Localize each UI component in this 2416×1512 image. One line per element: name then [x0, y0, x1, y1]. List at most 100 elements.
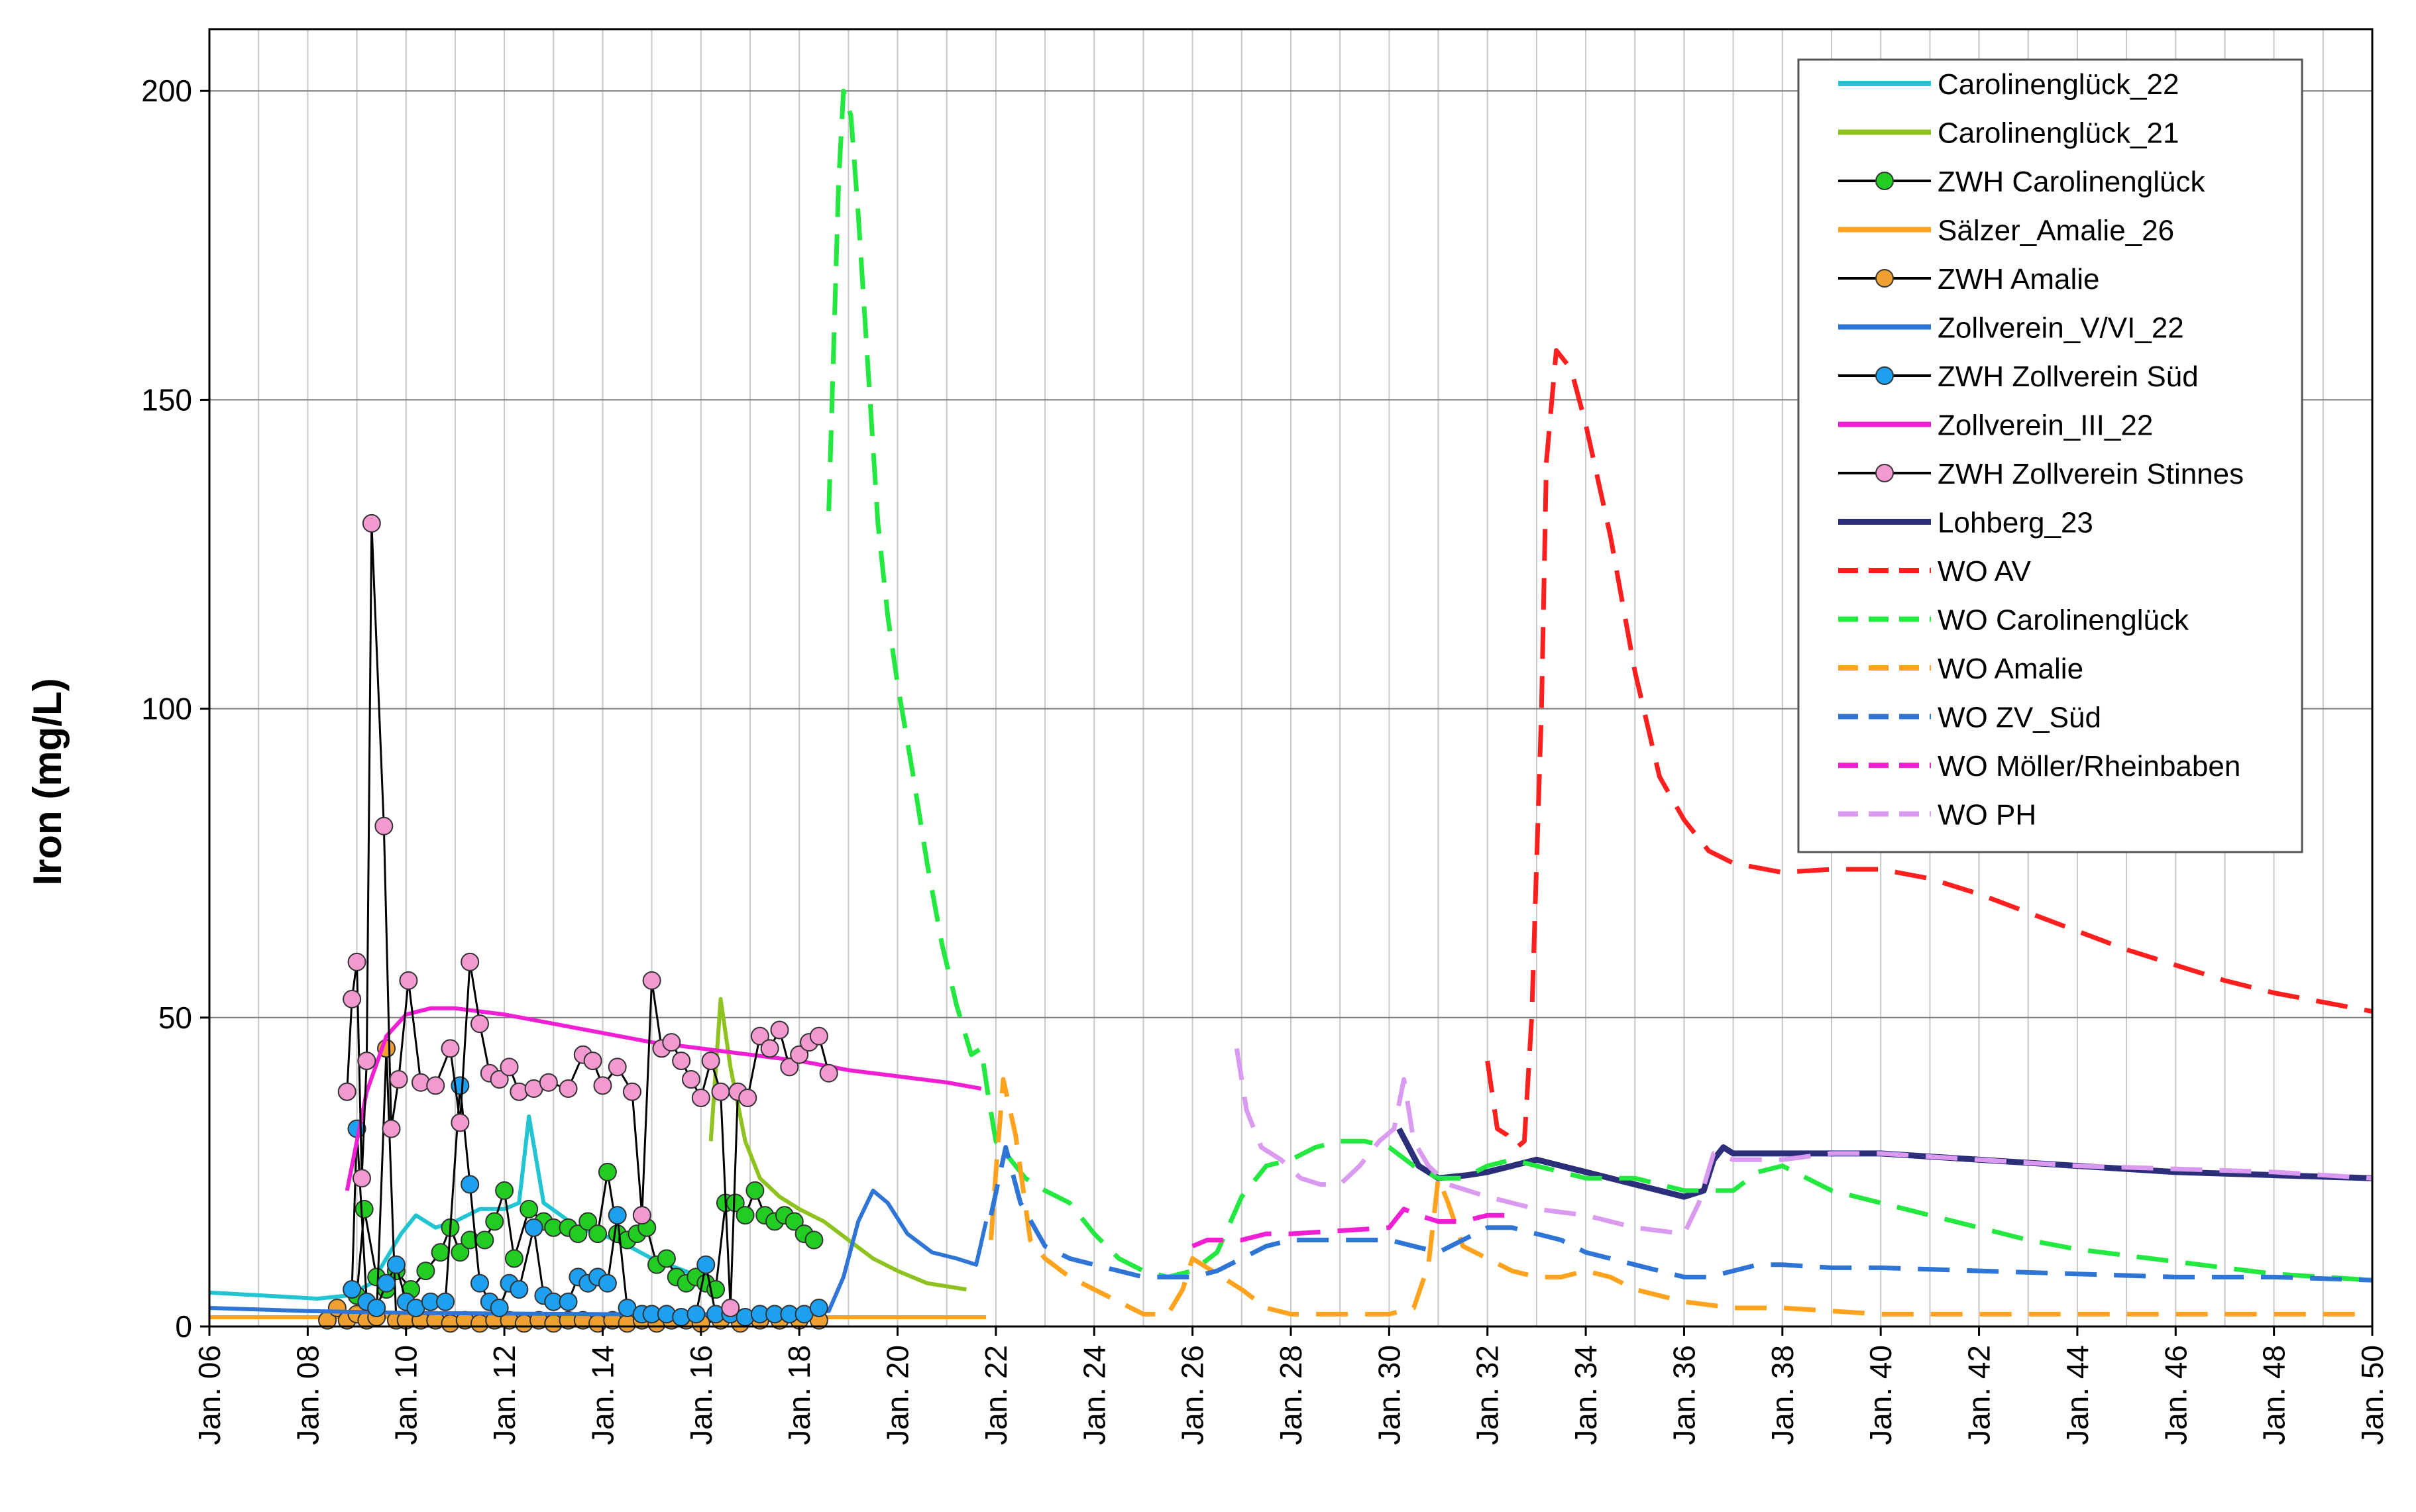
data-point-marker [431, 1243, 450, 1262]
data-point-marker [399, 971, 418, 990]
legend-label: Carolinenglück_21 [1938, 117, 2179, 150]
x-tick-label: Jan. 44 [2060, 1345, 2095, 1445]
x-tick-label: Jan. 38 [1765, 1345, 1800, 1445]
legend-label: ZWH Amalie [1938, 263, 2099, 296]
series-line [1234, 1048, 2373, 1236]
x-tick-label: Jan. 08 [290, 1345, 325, 1445]
series-line [1191, 1207, 1508, 1249]
y-tick-label: 150 [141, 382, 192, 417]
data-point-marker [569, 1224, 588, 1244]
x-tick-label: Jan. 26 [1176, 1345, 1210, 1445]
data-point-marker [583, 1052, 602, 1071]
data-point-marker [343, 1280, 362, 1299]
x-tick-label: Jan. 34 [1568, 1345, 1603, 1445]
data-point-marker [736, 1206, 755, 1225]
data-point-marker [578, 1212, 598, 1231]
data-point-marker [347, 952, 366, 971]
data-point-marker [588, 1224, 608, 1244]
x-tick-label: Jan. 14 [585, 1345, 620, 1445]
legend-marker [1875, 269, 1894, 288]
data-point-marker [726, 1193, 745, 1213]
data-point-marker [416, 1262, 435, 1281]
x-tick-label: Jan. 36 [1667, 1345, 1701, 1445]
legend-label: Carolinenglück_22 [1938, 68, 2179, 101]
data-point-marker [470, 1273, 489, 1293]
legend-label: Zollverein_V/VI_22 [1938, 312, 2184, 345]
data-series [209, 88, 2373, 1333]
data-point-marker [461, 1175, 480, 1194]
legend-label: Lohberg_23 [1938, 507, 2093, 539]
x-tick-label: Jan. 48 [2257, 1345, 2291, 1445]
data-point-marker [672, 1052, 691, 1071]
data-point-marker [622, 1082, 641, 1101]
data-point-marker [681, 1070, 700, 1089]
data-point-marker [510, 1280, 529, 1299]
data-point-marker [352, 1169, 371, 1188]
data-point-marker [355, 1199, 374, 1218]
x-tick-label: Jan. 12 [487, 1345, 522, 1445]
legend-label: WO AV [1938, 555, 2032, 588]
x-tick-label: Jan. 40 [1863, 1345, 1898, 1445]
data-point-marker [504, 1249, 523, 1268]
data-point-marker [785, 1212, 804, 1231]
legend-label: WO ZV_Süd [1938, 702, 2101, 734]
data-point-marker [593, 1076, 612, 1095]
data-point-marker [524, 1218, 543, 1237]
data-point-marker [451, 1243, 470, 1262]
legend-label: ZWH Zollverein Stinnes [1938, 458, 2244, 490]
data-point-marker [461, 952, 480, 971]
series-line [989, 1077, 2372, 1317]
data-point-marker [608, 1057, 627, 1077]
legend-marker [1875, 464, 1894, 482]
legend-label: WO PH [1938, 799, 2036, 832]
data-point-marker [686, 1305, 706, 1324]
x-tick-label: Jan. 06 [192, 1345, 227, 1445]
data-point-marker [657, 1249, 676, 1268]
data-point-marker [696, 1255, 716, 1274]
data-point-marker [608, 1206, 627, 1225]
data-point-marker [367, 1299, 386, 1318]
data-point-marker [721, 1299, 740, 1318]
data-point-marker [520, 1199, 539, 1218]
series-line [708, 997, 967, 1292]
data-point-marker [441, 1039, 460, 1058]
data-point-marker [343, 989, 362, 1008]
series-line [826, 88, 2373, 1283]
data-point-marker [809, 1026, 828, 1046]
legend-label: ZWH Carolinenglück [1938, 166, 2205, 198]
gridlines [209, 29, 2372, 1326]
data-point-marker [691, 1089, 710, 1108]
data-point-marker [382, 1119, 401, 1138]
series-line [209, 1188, 989, 1317]
data-point-marker [642, 971, 661, 990]
x-tick-label: Jan. 50 [2355, 1345, 2389, 1445]
data-point-marker [389, 1070, 408, 1089]
data-point-marker [386, 1255, 406, 1274]
y-tick-label: 0 [175, 1309, 192, 1344]
legend-box [1797, 58, 2303, 853]
series-line [989, 1145, 2373, 1283]
data-point-marker [770, 1020, 789, 1040]
data-point-marker [750, 1026, 769, 1046]
data-point-marker [436, 1292, 455, 1311]
data-point-marker [470, 1014, 489, 1034]
data-point-marker [745, 1181, 765, 1200]
x-axis-ticks: Jan. 06 Jan. 08 Jan. 10 Jan. 12 Jan. 14 Jan. … [192, 1326, 2389, 1445]
data-point-marker [362, 513, 381, 533]
x-tick-label: Jan. 30 [1372, 1345, 1406, 1445]
data-point-marker [337, 1082, 357, 1101]
series-line [345, 1006, 982, 1191]
data-point-marker [559, 1292, 578, 1311]
x-tick-label: Jan. 16 [684, 1345, 718, 1445]
legend-marker [1875, 366, 1894, 385]
data-point-marker [377, 1273, 396, 1293]
data-point-marker [490, 1070, 509, 1089]
data-point-marker [490, 1299, 509, 1318]
data-point-marker [374, 816, 394, 836]
data-point-marker [485, 1212, 504, 1231]
legend-label: Sälzer_Amalie_26 [1938, 215, 2174, 247]
x-tick-label: Jan. 24 [1077, 1345, 1111, 1445]
legend: Carolinenglück_22 Carolinenglück_21 ZWH Ca… [1797, 58, 2303, 853]
data-point-marker [475, 1230, 494, 1250]
